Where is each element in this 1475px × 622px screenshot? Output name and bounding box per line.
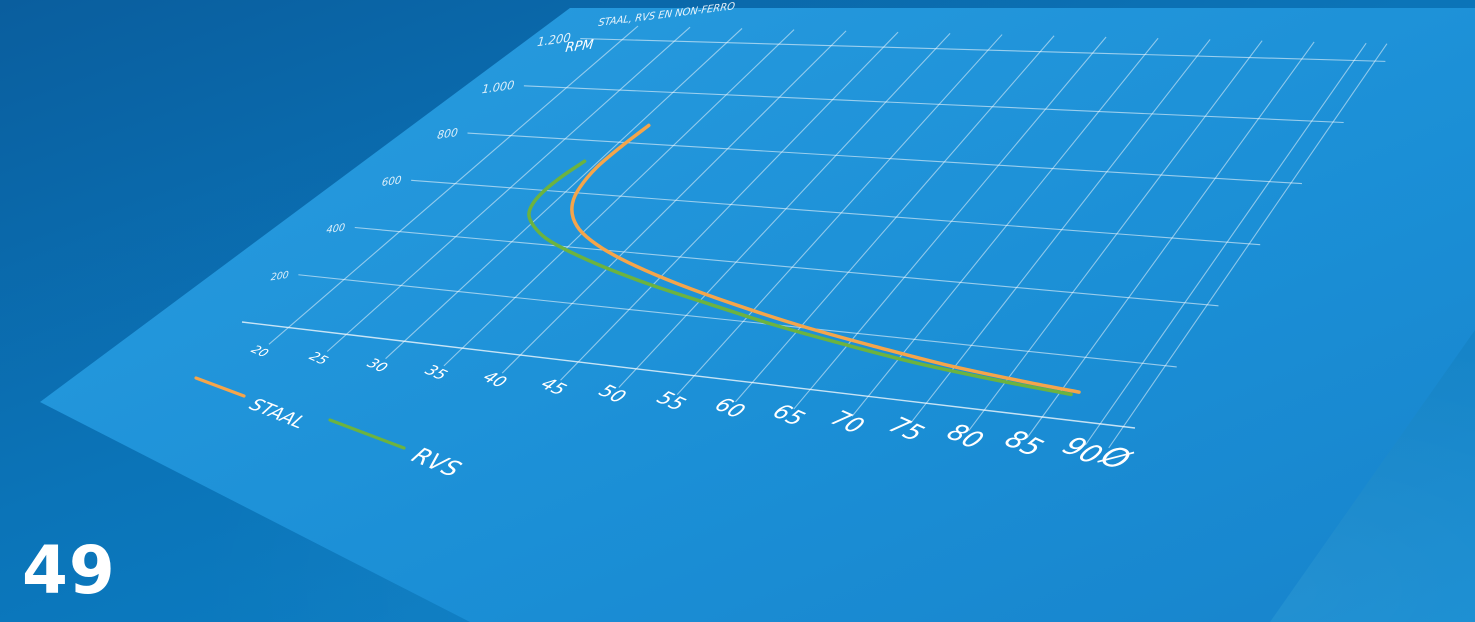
gridline-x-60 xyxy=(735,35,1055,403)
gridline-x-edge xyxy=(1108,43,1388,449)
gridline-x-75 xyxy=(910,39,1211,424)
gridline-y-1200 xyxy=(580,37,1386,62)
series-layer xyxy=(527,123,1081,397)
gridline-y-1000 xyxy=(523,85,1344,124)
series-line-rvs xyxy=(527,159,1073,397)
gridline-x-20 xyxy=(268,25,639,345)
gridline-x-40 xyxy=(501,30,847,374)
gridline-x-85 xyxy=(1026,41,1315,439)
y-tick-label-1000: 1.000 xyxy=(481,78,515,97)
gridline-x-55 xyxy=(676,34,1003,396)
legend-swatch-staal xyxy=(194,376,246,398)
page-number: 49 xyxy=(22,532,116,609)
x-tick-label-35: 35 xyxy=(421,362,450,384)
chart-plane xyxy=(40,8,1475,622)
gridline-y-800 xyxy=(467,132,1302,185)
x-tick-label-40: 40 xyxy=(479,368,510,391)
gridline-x-45 xyxy=(560,31,899,381)
grid xyxy=(241,25,1388,449)
legend-swatch-rvs xyxy=(328,418,406,450)
gridline-x-65 xyxy=(793,36,1107,410)
gridline-x-25 xyxy=(326,26,691,352)
gridline-x-30 xyxy=(385,28,743,360)
x-tick-label-30: 30 xyxy=(363,356,390,376)
y-tick-label-400: 400 xyxy=(326,222,346,236)
y-tick-label-200: 200 xyxy=(270,270,289,284)
x-tick-label-25: 25 xyxy=(306,350,331,368)
gridline-y-400 xyxy=(354,226,1219,307)
series-line-staal xyxy=(570,123,1081,394)
y-tick-label-800: 800 xyxy=(437,126,459,142)
gridline-x-35 xyxy=(443,29,795,367)
gridline-x-50 xyxy=(618,32,951,388)
y-tick-label-1200: 1.200 xyxy=(537,30,572,49)
gridline-x-90 xyxy=(1084,42,1367,446)
gridline-x-80 xyxy=(968,40,1263,432)
y-axis-label: RPM xyxy=(565,37,595,56)
y-tick-label-600: 600 xyxy=(381,174,402,189)
gridline-y-600 xyxy=(411,179,1261,246)
gridline-y-200 xyxy=(298,274,1177,368)
x-axis-line xyxy=(241,321,1136,429)
